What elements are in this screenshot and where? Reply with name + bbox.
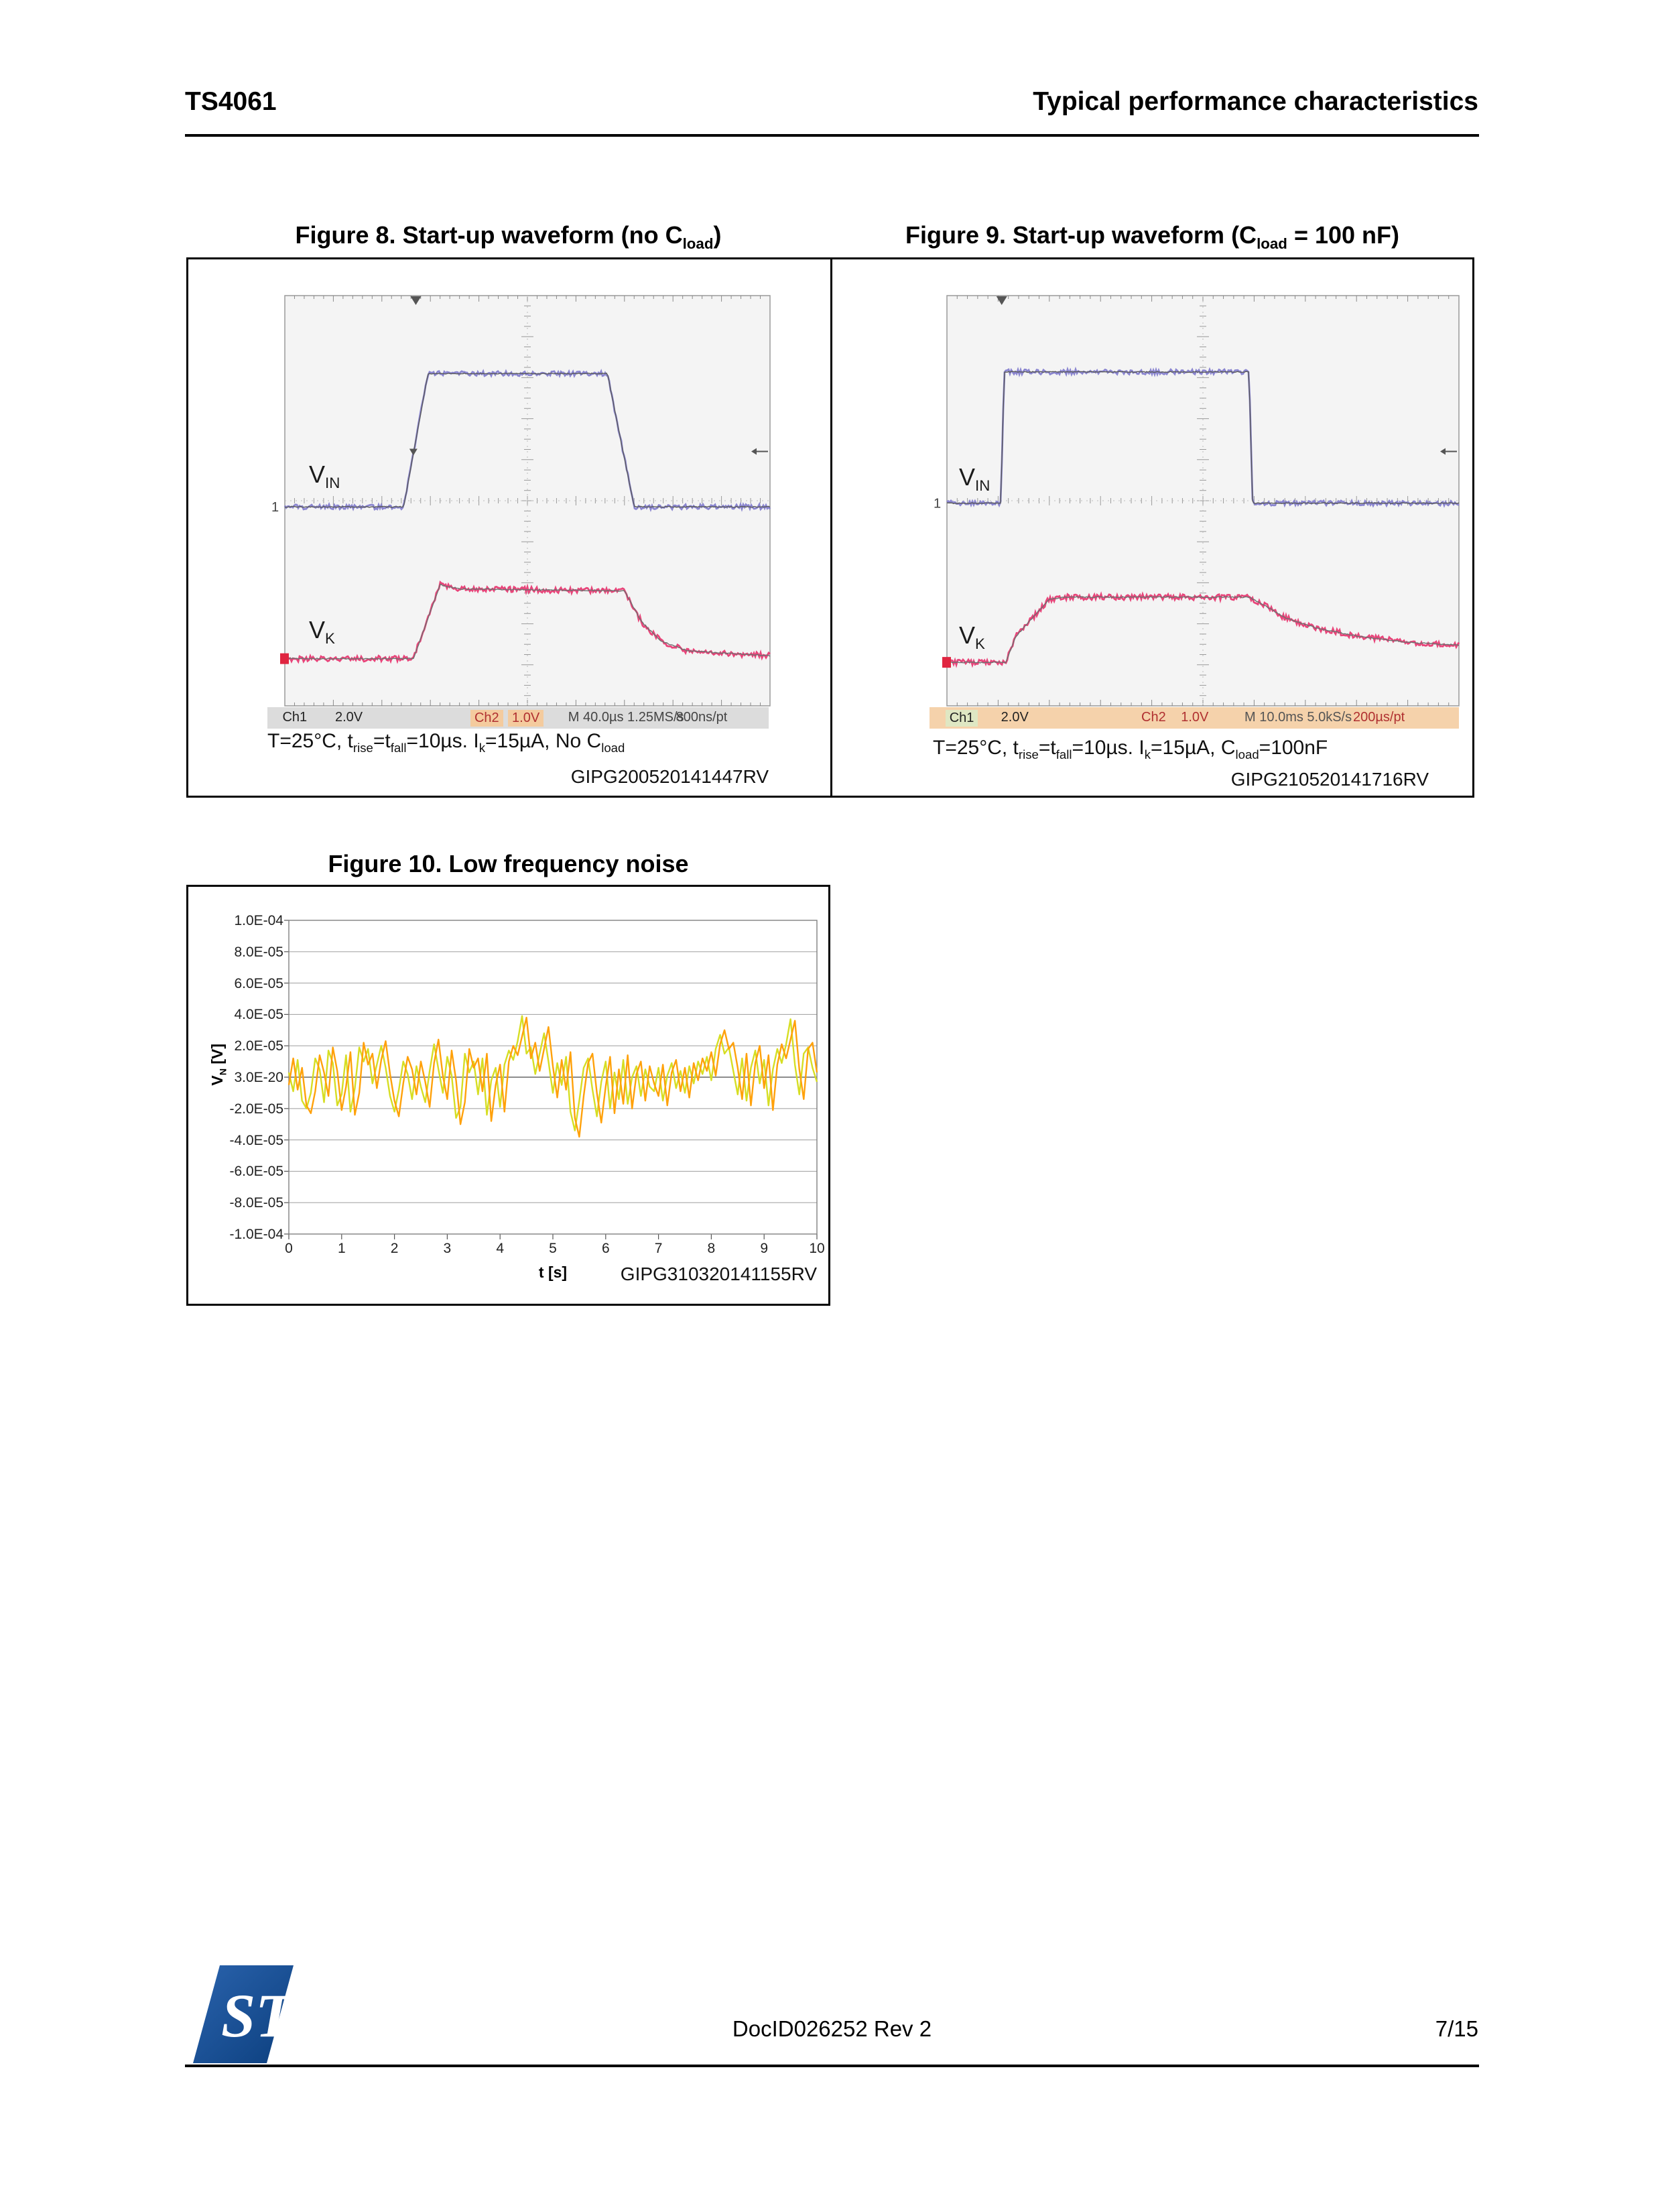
footer-rule bbox=[185, 2065, 1479, 2067]
noise-chart-plot bbox=[284, 920, 818, 1239]
x-tick-label: 6 bbox=[601, 1241, 610, 1256]
y-tick-label: 6.0E-05 bbox=[234, 975, 283, 991]
x-tick-label: 2 bbox=[390, 1241, 399, 1256]
status-readout: 200µs/pt bbox=[1353, 710, 1405, 725]
header-rule bbox=[185, 134, 1479, 137]
x-tick-label: 4 bbox=[496, 1241, 505, 1256]
status-readout: M 10.0ms 5.0kS/s bbox=[1244, 710, 1352, 725]
oscilloscope-status-bar: Ch1 2.0V Ch2 1.0V M 40.0µs 1.25MS/s 800ns/pt bbox=[267, 707, 769, 729]
status-readout: M 40.0µs 1.25MS/s bbox=[568, 710, 684, 725]
vin-trace-label: VIN bbox=[309, 460, 340, 492]
oscilloscope-graticule: 1 bbox=[271, 295, 771, 706]
figure8-oscillogram: 1 VIN VK Ch1 2.0V Ch2 1.0V M 40.0µs 1.25MS/s… bbox=[267, 295, 771, 729]
vk-trace-label: VK bbox=[959, 621, 985, 653]
st-logo-letters: ST bbox=[221, 1981, 294, 2050]
figure8-title: Figure 8. Start-up waveform (no Cload) bbox=[295, 221, 722, 253]
figure9-ref-code: GIPG210520141716RV bbox=[1230, 769, 1429, 790]
vk-trace-label: VK bbox=[309, 616, 335, 648]
y-tick-label: -8.0E-05 bbox=[229, 1195, 283, 1211]
part-number: TS4061 bbox=[185, 87, 277, 116]
figure8-ref-code: GIPG200520141447RV bbox=[570, 766, 769, 787]
oscilloscope-graticule: 1 bbox=[934, 295, 1460, 706]
x-tick-label: 7 bbox=[654, 1241, 663, 1256]
x-tick-label: 8 bbox=[707, 1241, 716, 1256]
figure8-9-frame: 1 VIN VK Ch1 2.0V Ch2 1.0V M 40.0µs 1.25MS/s… bbox=[186, 257, 1474, 798]
figure10-frame: VN [V] 1.0E-04 8.0E-05 6.0E-05 4.0E-05 2.0E-… bbox=[186, 885, 830, 1306]
x-tick-label: 10 bbox=[809, 1241, 825, 1256]
figure8-conditions: T=25°C, trise=tfall=10µs. Ik=15µA, No Cl… bbox=[267, 730, 625, 755]
cell-divider bbox=[830, 259, 832, 796]
svg-text:1: 1 bbox=[934, 497, 941, 511]
y-tick-label: 2.0E-05 bbox=[234, 1038, 283, 1054]
x-tick-label: 5 bbox=[549, 1241, 557, 1256]
y-tick-label: 8.0E-05 bbox=[234, 944, 283, 960]
y-tick-label: -2.0E-05 bbox=[229, 1101, 283, 1117]
y-tick-label: -6.0E-05 bbox=[229, 1164, 283, 1180]
status-readout: Ch2 bbox=[1141, 710, 1166, 725]
footer-doc-id: DocID026252 Rev 2 bbox=[732, 2016, 932, 2041]
y-tick-label: 4.0E-05 bbox=[234, 1007, 283, 1023]
figure8-cell: 1 VIN VK Ch1 2.0V Ch2 1.0V M 40.0µs 1.25MS/s… bbox=[188, 259, 830, 796]
status-readout: 1.0V bbox=[508, 710, 544, 727]
status-readout: 1.0V bbox=[1181, 710, 1209, 725]
figure9-oscillogram: 1 VIN VK Ch1 2.0V Ch2 1.0V M 10.0ms 5.0kS/s 2… bbox=[930, 295, 1460, 729]
y-tick-label: 3.0E-20 bbox=[234, 1070, 283, 1085]
svg-text:1: 1 bbox=[271, 500, 279, 515]
y-tick-label: 1.0E-04 bbox=[234, 913, 283, 928]
vin-trace-label: VIN bbox=[959, 463, 990, 495]
status-readout: 2.0V bbox=[334, 710, 363, 725]
section-title: Typical performance characteristics bbox=[1033, 87, 1478, 116]
y-tick-label: -1.0E-04 bbox=[229, 1227, 283, 1242]
status-readout: Ch1 bbox=[282, 710, 308, 725]
figure9-title: Figure 9. Start-up waveform (Cload = 100… bbox=[905, 221, 1399, 253]
x-tick-label: 9 bbox=[760, 1241, 769, 1256]
st-logo-shape bbox=[193, 1965, 294, 2063]
status-readout: Ch2 bbox=[470, 710, 503, 727]
figure10-title: Figure 10. Low frequency noise bbox=[328, 850, 689, 877]
footer-page-number: 7/15 bbox=[1435, 2016, 1478, 2041]
x-tick-label: 3 bbox=[443, 1241, 452, 1256]
figure9-conditions: T=25°C, trise=tfall=10µs. Ik=15µA, Cload… bbox=[933, 737, 1328, 761]
status-readout: 800ns/pt bbox=[676, 710, 728, 725]
st-logo: ST bbox=[193, 1961, 296, 2071]
figure9-cell: 1 VIN VK Ch1 2.0V Ch2 1.0V M 10.0ms 5.0kS/s 2… bbox=[832, 259, 1472, 796]
oscilloscope-status-bar: Ch1 2.0V Ch2 1.0V M 10.0ms 5.0kS/s 200µs/pt bbox=[930, 707, 1459, 729]
x-tick-label: 1 bbox=[337, 1241, 346, 1256]
x-tick-label: 0 bbox=[285, 1241, 293, 1256]
status-readout: 2.0V bbox=[1001, 710, 1029, 725]
y-tick-label: -4.0E-05 bbox=[229, 1132, 283, 1148]
x-axis-title: t [s] bbox=[538, 1264, 568, 1281]
figure10-ref-code: GIPG310320141155RV bbox=[620, 1264, 817, 1284]
status-readout: Ch1 bbox=[945, 710, 978, 727]
